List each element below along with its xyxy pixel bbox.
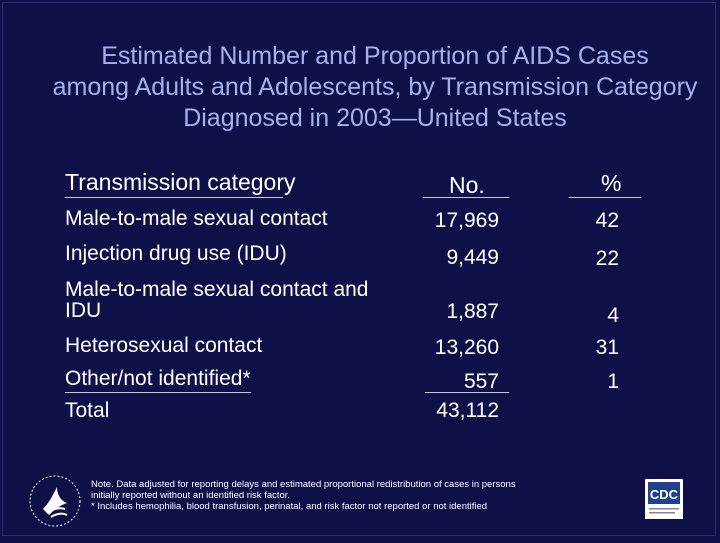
row-number: 9,449 (446, 246, 499, 269)
row-percent: 1 (607, 370, 619, 393)
slide-title: Estimated Number and Proportion of AIDS … (3, 41, 720, 134)
row-underline-category (65, 392, 251, 393)
footnote: Note. Data adjusted for reporting delays… (91, 479, 516, 512)
footnote-line-1: Note. Data adjusted for reporting delays… (91, 479, 516, 490)
row-percent: 4 (607, 304, 619, 327)
row-underline-number (425, 392, 509, 393)
title-line-3: Diagnosed in 2003—United States (183, 104, 567, 132)
title-line-1: Estimated Number and Proportion of AIDS … (101, 42, 649, 70)
slide: Estimated Number and Proportion of AIDS … (2, 2, 716, 536)
row-number: 17,969 (434, 209, 499, 232)
row-number: 1,887 (446, 300, 499, 323)
row-percent: 31 (595, 336, 619, 359)
header-underline-percent (569, 197, 641, 198)
row-category: Heterosexual contact (65, 334, 263, 357)
row-number: 13,260 (434, 336, 499, 359)
header-underline-number (423, 197, 509, 198)
row-category-line-2: IDU (65, 299, 102, 322)
header-percent: % (601, 170, 622, 196)
row-category-line-1: Male-to-male sexual contact and (65, 278, 369, 301)
slide-footer: Note. Data adjusted for reporting delays… (3, 473, 720, 543)
transmission-table: Transmission category No. % Male-to-male… (3, 3, 720, 463)
row-category: Other/not identified* (65, 367, 251, 390)
total-label: Total (65, 399, 110, 422)
header-transmission-category: Transmission category (65, 169, 296, 195)
footnote-line-3: * Includes hemophilia, blood transfusion… (91, 501, 488, 512)
header-number: No. (449, 172, 485, 198)
total-number: 43,112 (436, 399, 499, 422)
cdc-logo-icon: CDC (645, 479, 683, 519)
header-underline-category (65, 197, 283, 198)
row-percent: 42 (595, 209, 619, 232)
row-percent: 22 (595, 247, 619, 270)
row-number: 557 (463, 370, 499, 393)
row-category: Male-to-male sexual contact (65, 207, 328, 230)
cdc-logo-text: CDC (650, 487, 679, 502)
hhs-eagle-seal-icon (29, 475, 81, 527)
footnote-line-2: initially reported without an identified… (91, 490, 291, 501)
title-line-2: among Adults and Adolescents, by Transmi… (52, 73, 698, 101)
row-category: Injection drug use (IDU) (65, 242, 287, 265)
